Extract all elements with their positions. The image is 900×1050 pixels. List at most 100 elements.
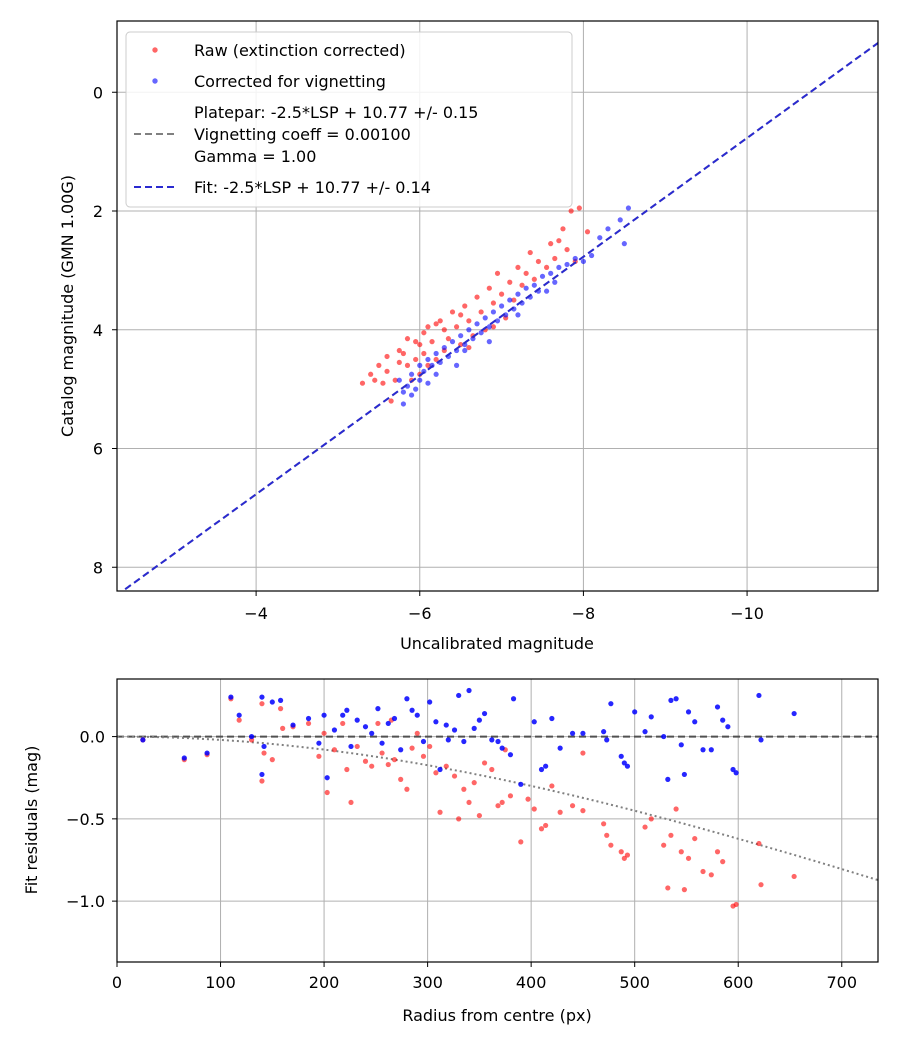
raw-point <box>429 339 435 345</box>
raw-residual-point <box>685 855 692 861</box>
legend-corrected-marker <box>152 78 158 84</box>
corrected-point <box>597 235 603 241</box>
legend-raw-marker <box>152 47 158 53</box>
raw-residual-point <box>344 766 350 773</box>
bottom-x-tick-label: 100 <box>205 973 236 992</box>
corrected-residual-point <box>456 692 462 699</box>
bottom-plot-frame <box>116 678 879 963</box>
corrected-point <box>458 333 464 339</box>
raw-residual-point <box>385 761 391 768</box>
raw-point <box>543 264 550 271</box>
corrected-point <box>625 205 632 211</box>
corrected-residual-point <box>344 707 350 713</box>
bottom-y-ticks: 0.0 −0.5 −1.0 <box>66 728 117 911</box>
corrected-residual-point <box>331 727 338 733</box>
corrected-point <box>396 377 402 383</box>
corrected-residual-point <box>140 737 146 743</box>
raw-residual-point <box>280 725 286 731</box>
corrected-residual-point <box>259 771 265 778</box>
corrected-point <box>548 270 554 276</box>
corrected-residual-point <box>476 717 482 723</box>
raw-residual-point <box>543 822 549 829</box>
corrected-residual-point <box>471 725 477 731</box>
corrected-residual-point <box>549 715 555 722</box>
corrected-residual-point <box>580 730 586 736</box>
raw-point <box>490 324 497 330</box>
top-scatter-points <box>359 205 632 407</box>
top-x-tick-label: −6 <box>408 604 432 623</box>
raw-point <box>433 321 439 327</box>
raw-point <box>359 380 366 386</box>
raw-residual-point <box>277 706 284 712</box>
raw-residual-point <box>324 789 330 796</box>
raw-point <box>404 362 411 368</box>
corrected-point <box>494 318 501 324</box>
raw-residual-point <box>580 750 586 756</box>
corrected-residual-point <box>601 729 607 735</box>
corrected-residual-point <box>481 710 488 717</box>
corrected-point <box>486 339 492 345</box>
corrected-residual-point <box>451 727 458 733</box>
raw-point <box>396 359 402 366</box>
legend-vignetting-label: Vignetting coeff = 0.00100 <box>194 125 411 144</box>
raw-residual-point <box>379 750 385 756</box>
corrected-residual-point <box>375 706 381 712</box>
corrected-residual-point <box>700 747 706 753</box>
corrected-residual-point <box>362 724 369 730</box>
raw-residual-point <box>236 717 242 723</box>
bottom-scatter-points <box>140 687 797 909</box>
top-y-tick-label: 8 <box>93 558 103 577</box>
top-plot-frame <box>116 20 879 592</box>
calibration-chart: −4 −6 −8 −10 0 2 4 6 8 Uncalibrated magnitude C… <box>58 20 879 653</box>
corrected-residual-point <box>236 712 242 718</box>
corrected-residual-point <box>269 699 275 705</box>
raw-residual-point <box>369 763 375 769</box>
bottom-x-tick-label: 200 <box>309 973 340 992</box>
top-x-ticks: −4 −6 −8 −10 <box>244 591 764 623</box>
raw-residual-point <box>624 852 631 858</box>
raw-residual-point <box>414 730 420 736</box>
corrected-point <box>433 350 439 357</box>
raw-residual-point <box>661 842 667 848</box>
corrected-point <box>425 356 431 363</box>
corrected-residual-point <box>557 745 563 751</box>
corrected-residual-point <box>720 717 726 723</box>
raw-residual-point <box>642 824 648 830</box>
raw-point <box>449 309 456 315</box>
top-y-tick-label: 2 <box>93 202 103 221</box>
corrected-point <box>515 312 521 318</box>
fit-line <box>124 41 878 591</box>
corrected-residual-point <box>305 715 312 722</box>
raw-point <box>552 255 558 262</box>
raw-point <box>527 249 533 256</box>
corrected-point <box>589 252 595 259</box>
corrected-point <box>408 371 415 377</box>
raw-residual-point <box>601 821 607 827</box>
legend-gamma-label: Gamma = 1.00 <box>194 147 316 166</box>
raw-point <box>445 336 452 342</box>
raw-residual-point <box>476 812 482 819</box>
raw-point <box>531 276 537 282</box>
corrected-point <box>507 297 513 303</box>
bottom-x-tick-label: 500 <box>619 973 650 992</box>
corrected-residual-point <box>427 699 433 705</box>
raw-residual-point <box>305 720 312 727</box>
corrected-residual-point <box>604 737 610 743</box>
raw-residual-point <box>549 783 555 789</box>
corrected-point <box>453 362 460 368</box>
corrected-point <box>531 282 537 288</box>
corrected-residual-point <box>624 763 631 769</box>
raw-residual-point <box>678 849 684 855</box>
raw-residual-point <box>758 882 764 888</box>
corrected-residual-point <box>391 715 398 722</box>
bottom-x-tick-label: 300 <box>412 973 443 992</box>
corrected-residual-point <box>414 712 420 718</box>
raw-residual-point <box>437 809 443 815</box>
raw-point <box>388 398 394 404</box>
vignetting-curve <box>117 735 878 882</box>
corrected-residual-point <box>510 696 517 702</box>
corrected-residual-point <box>489 737 495 743</box>
corrected-point <box>400 389 406 395</box>
raw-point <box>441 327 447 333</box>
corrected-point <box>478 330 484 336</box>
